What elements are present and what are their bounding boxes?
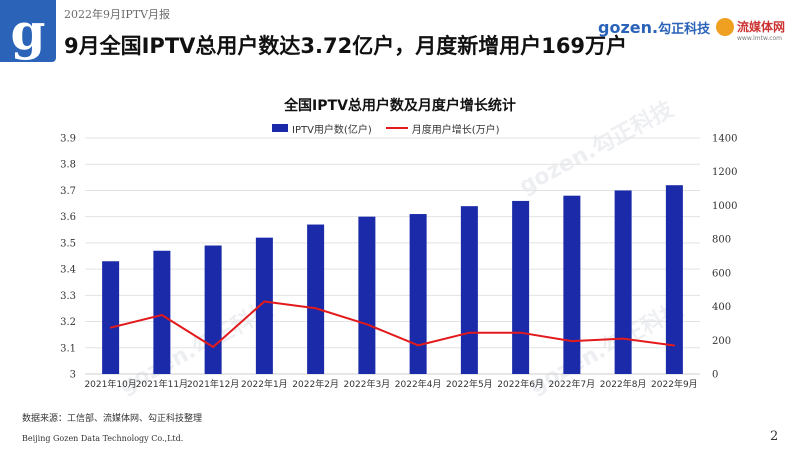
legend-bar-label: IPTV用户数(亿户)	[292, 124, 372, 136]
chart-title: 全国IPTV总用户数及月度户增长统计	[284, 98, 516, 114]
line-point-2022年6月	[519, 331, 522, 334]
bar-2021年10月	[102, 261, 120, 374]
y-left-tick-label: 3.2	[60, 317, 76, 328]
company-footer: Beijing Gozen Data Technology Co.,Ltd.	[22, 434, 184, 443]
line-point-2022年7月	[571, 340, 573, 342]
lmtw-brand-logo: 流媒体网 www.lmtw.com	[716, 16, 798, 46]
data-source-note: 数据来源：工信部、流媒体网、勾正科技整理	[22, 414, 203, 424]
y-right-tick-label: 400	[712, 302, 731, 313]
line-point-2022年8月	[622, 337, 624, 340]
y-left-tick-label: 3.3	[60, 291, 76, 302]
y-left-tick-label: 3.9	[60, 134, 76, 145]
line-series-growth	[110, 300, 675, 349]
gozen-brand-latin: gozen.	[598, 18, 659, 37]
bar-2022年7月	[563, 195, 581, 374]
y-right-tick-label: 0	[712, 370, 718, 381]
line-point-2021年11月	[161, 314, 163, 316]
x-tick-label: 2022年3月	[344, 378, 391, 390]
bar-2022年4月	[409, 214, 427, 374]
y-left-tick-label: 3.1	[60, 343, 76, 354]
x-tick-label: 2022年6月	[497, 378, 544, 390]
y-left-tick-label: 3.6	[60, 212, 76, 223]
x-tick-label: 2022年5月	[446, 378, 493, 390]
x-tick-label: 2022年8月	[600, 378, 647, 390]
x-tick-label: 2022年9月	[651, 378, 698, 390]
page-headline: 9月全国IPTV总用户数达3.72亿户，月度新增用户169万户	[64, 34, 628, 58]
x-tick-label: 2021年11月	[136, 378, 188, 390]
chart-legend: IPTV用户数(亿户) 月度用户增长(万户)	[272, 121, 500, 136]
y-right-tick-label: 1400	[712, 134, 737, 145]
bar-2022年3月	[358, 216, 376, 374]
lmtw-brand-url: www.lmtw.com	[737, 35, 783, 42]
bar-2022年1月	[255, 237, 273, 374]
y-right-tick-label: 600	[712, 268, 731, 279]
bar-2021年12月	[204, 245, 222, 374]
y-right-tick-label: 200	[712, 336, 731, 347]
line-point-2022年1月	[263, 300, 266, 303]
gozen-brand-logo: gozen.勾正科技	[598, 18, 710, 37]
bar-2022年9月	[665, 185, 683, 374]
lmtw-brand-name: 流媒体网	[737, 20, 786, 34]
gozen-logo-icon: g	[0, 0, 56, 62]
y-right-tick-label: 800	[712, 235, 731, 246]
x-tick-label: 2022年1月	[241, 378, 288, 390]
line-point-2022年2月	[314, 307, 317, 310]
bar-2022年5月	[460, 206, 478, 374]
line-point-2021年10月	[109, 326, 112, 329]
y-left-tick-label: 3.5	[60, 238, 76, 249]
bar-2022年8月	[614, 190, 632, 374]
x-tick-label: 2022年7月	[549, 378, 596, 390]
x-tick-label: 2022年4月	[395, 378, 442, 390]
line-point-2022年3月	[366, 323, 368, 326]
legend-bar-swatch	[272, 124, 288, 132]
report-title: 2022年9月IPTV月报	[64, 8, 171, 21]
lmtw-mark-icon	[716, 18, 734, 36]
line-point-2022年4月	[417, 344, 419, 347]
y-left-tick-label: 3	[70, 370, 76, 381]
y-left-tick-label: 3.8	[60, 160, 76, 171]
line-point-2022年9月	[673, 344, 676, 347]
y-right-tick-label: 1200	[712, 167, 737, 178]
x-tick-label: 2021年10月	[84, 378, 136, 390]
y-right-tick-label: 1000	[712, 201, 737, 212]
line-point-2021年12月	[212, 346, 214, 348]
line-point-2022年5月	[468, 331, 471, 334]
y-left-tick-label: 3.4	[60, 265, 76, 276]
x-tick-label: 2021年12月	[187, 378, 239, 390]
x-tick-label: 2022年2月	[292, 378, 339, 390]
page-number: 2	[770, 429, 779, 444]
legend-line-swatch	[385, 127, 408, 129]
bar-2022年2月	[307, 224, 325, 374]
legend-line-label: 月度用户增长(万户)	[411, 124, 500, 136]
gozen-brand-cn: 勾正科技	[658, 22, 711, 37]
bar-2021年11月	[153, 250, 171, 374]
bar-2022年6月	[512, 200, 530, 374]
y-left-tick-label: 3.7	[60, 186, 76, 197]
